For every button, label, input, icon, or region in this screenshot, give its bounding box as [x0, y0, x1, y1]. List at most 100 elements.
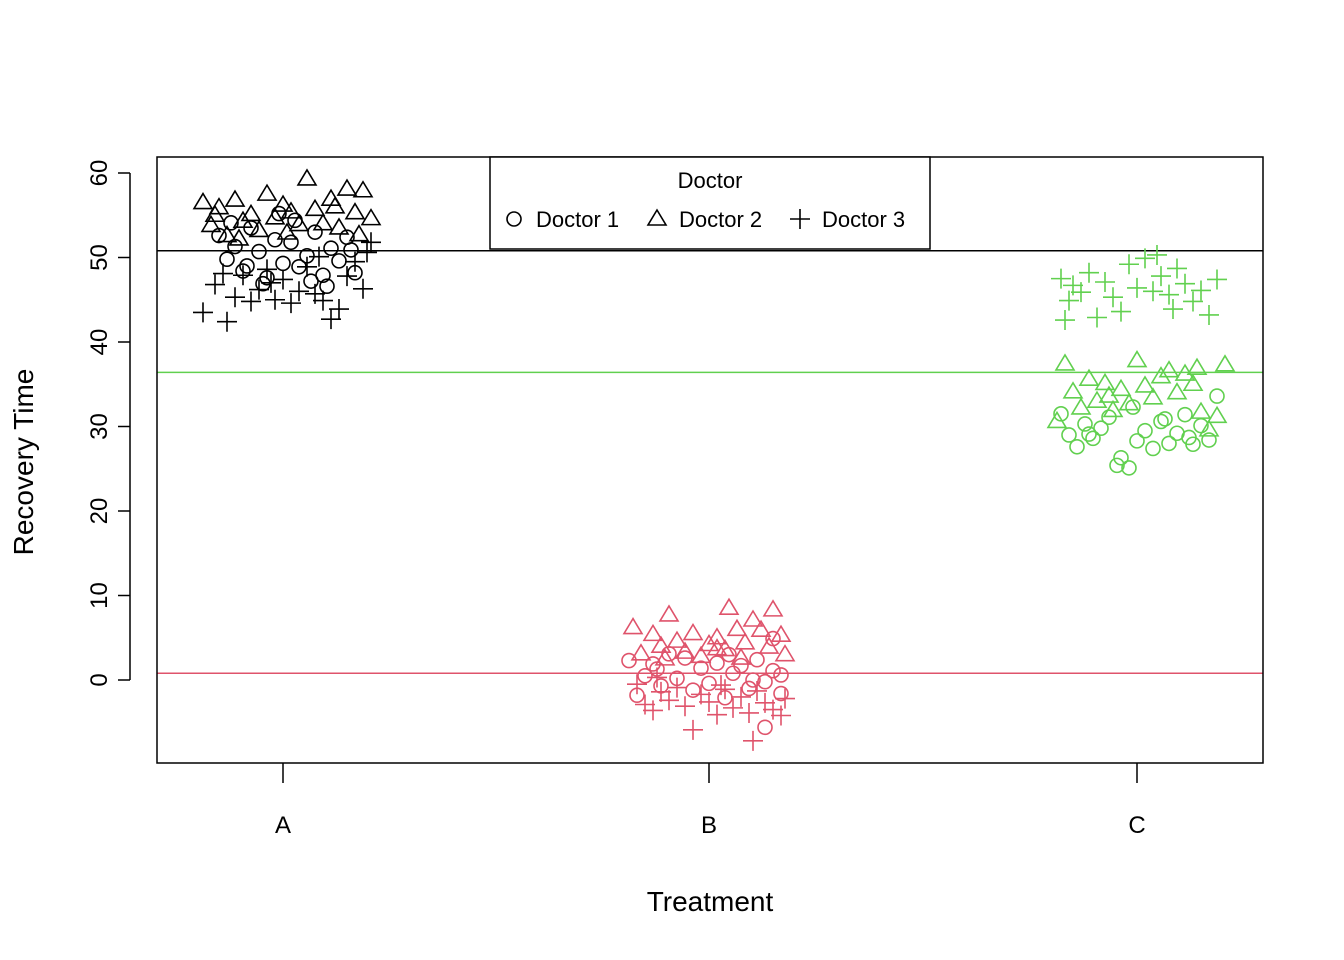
- point-a-circle: [307, 224, 323, 240]
- point-b-triangle: [750, 619, 772, 637]
- point-a-triangle: [272, 194, 294, 212]
- point-a-triangle: [304, 198, 326, 217]
- point-c-plus: [1183, 291, 1203, 312]
- point-b-triangle: [690, 645, 712, 664]
- point-b-plus: [707, 704, 727, 725]
- point-b-plus: [659, 690, 679, 711]
- point-b-triangle: [730, 647, 752, 665]
- point-a-plus: [337, 266, 357, 287]
- point-b-triangle: [758, 636, 780, 654]
- point-b-circle: [765, 662, 781, 679]
- point-b-triangle: [718, 597, 740, 615]
- legend-box: [489, 156, 931, 250]
- legend-entries: Doctor 1 Doctor 2 Doctor 3: [506, 207, 905, 232]
- point-b-circle: [757, 719, 773, 736]
- point-c-plus: [1059, 290, 1079, 311]
- point-a-circle: [239, 258, 255, 274]
- point-a-triangle: [240, 203, 262, 222]
- x-tick-label: A: [275, 812, 291, 839]
- point-c-triangle: [1158, 360, 1180, 378]
- point-a-plus: [225, 287, 245, 308]
- reference-lines: [157, 249, 1263, 674]
- point-a-plus: [297, 256, 317, 277]
- y-tick-label: 40: [86, 329, 113, 356]
- point-c-triangle: [1102, 399, 1124, 418]
- y-tick-label: 60: [86, 160, 113, 187]
- point-b-circle: [661, 646, 677, 662]
- point-a-triangle: [192, 192, 214, 210]
- point-a-plus: [353, 278, 373, 299]
- point-b-triangle: [630, 643, 652, 661]
- point-c-plus: [1103, 287, 1123, 308]
- point-c-circle: [1121, 460, 1137, 476]
- point-a-triangle: [296, 168, 318, 186]
- point-a-triangle: [288, 213, 310, 232]
- point-b-triangle: [674, 641, 696, 659]
- point-a-triangle: [360, 208, 382, 226]
- point-b-plus: [683, 719, 703, 740]
- point-c-triangle: [1062, 381, 1084, 399]
- legend-title: Doctor: [678, 168, 743, 193]
- point-c-plus: [1135, 248, 1155, 269]
- point-a-triangle: [324, 196, 346, 214]
- point-a-plus: [357, 242, 377, 263]
- point-c-circle: [1137, 422, 1153, 439]
- point-c-triangle: [1054, 353, 1076, 371]
- point-c-triangle: [1086, 390, 1108, 408]
- point-a-plus: [309, 246, 329, 267]
- point-a-circle: [255, 275, 271, 292]
- point-b-circle: [709, 655, 725, 671]
- point-c-circle: [1109, 457, 1125, 474]
- point-a-plus: [345, 251, 365, 272]
- point-a-triangle: [200, 214, 222, 233]
- point-b-plus: [723, 697, 743, 718]
- point-c-triangle: [1098, 385, 1120, 403]
- point-a-triangle: [336, 178, 358, 196]
- legend-circle-icon: [506, 211, 522, 227]
- point-c-plus: [1119, 254, 1139, 275]
- point-b-triangle: [642, 623, 664, 642]
- point-a-plus: [289, 281, 309, 302]
- legend-plus-icon: [790, 209, 810, 229]
- point-c-plus: [1095, 272, 1115, 293]
- point-c-triangle: [1046, 410, 1068, 429]
- point-c-plus: [1163, 299, 1183, 320]
- point-b-plus: [667, 677, 687, 698]
- point-c-plus: [1055, 310, 1075, 331]
- point-b-triangle: [666, 630, 688, 648]
- point-a-plus: [361, 232, 381, 253]
- point-a-circle: [303, 273, 319, 289]
- point-a-plus: [257, 259, 277, 280]
- point-b-plus: [739, 702, 759, 723]
- point-c-circle: [1069, 438, 1085, 455]
- point-a-triangle: [224, 189, 246, 207]
- point-a-plus: [241, 291, 261, 312]
- x-axis-title: Treatment: [647, 886, 774, 917]
- point-a-circle: [223, 215, 239, 231]
- point-a-circle: [275, 255, 291, 272]
- point-b-triangle: [742, 609, 764, 627]
- point-b-plus: [699, 691, 719, 712]
- x-tick-label: C: [1128, 812, 1145, 839]
- point-a-triangle: [204, 204, 226, 223]
- point-c-circle: [1081, 426, 1097, 442]
- point-b-plus: [675, 696, 695, 717]
- legend-entry-label: Doctor 3: [822, 207, 905, 232]
- point-c-triangle: [1190, 401, 1212, 419]
- point-c-circle: [1145, 440, 1161, 457]
- point-b-triangle: [650, 635, 672, 654]
- point-c-plus: [1051, 268, 1071, 289]
- point-b-plus: [715, 679, 735, 700]
- point-c-circle: [1113, 449, 1129, 466]
- point-a-plus: [233, 265, 253, 286]
- point-a-plus: [217, 311, 237, 332]
- point-c-triangle: [1094, 372, 1116, 391]
- point-a-plus: [321, 309, 341, 330]
- y-axis: 0 10 20 30 40 50 60: [86, 160, 131, 687]
- point-b-triangle: [770, 624, 792, 643]
- point-b-circle: [773, 667, 789, 683]
- point-c-plus: [1079, 262, 1099, 283]
- point-b-plus: [771, 705, 791, 726]
- point-a-triangle: [216, 224, 238, 243]
- point-c-circle: [1209, 388, 1225, 404]
